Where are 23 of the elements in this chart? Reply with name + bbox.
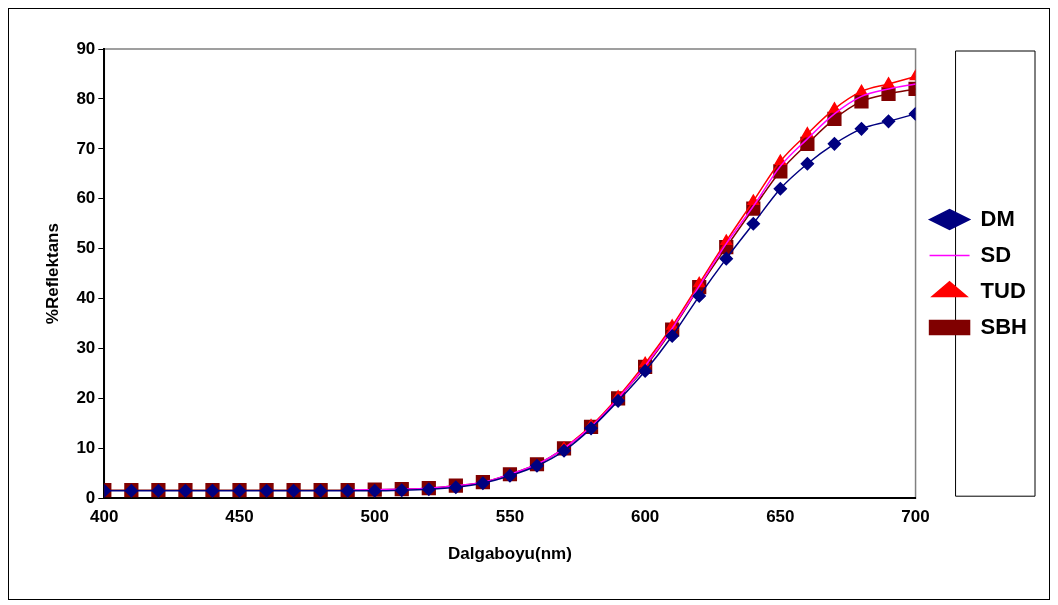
y-axis-title: %Reflektans	[42, 223, 62, 325]
y-tick-label: 20	[76, 388, 96, 408]
y-tick-label: 80	[76, 88, 96, 108]
legend-label: DM	[980, 205, 1015, 231]
x-tick-label: 450	[225, 507, 254, 527]
x-tick-label: 700	[901, 507, 930, 527]
y-tick-label: 40	[76, 288, 96, 308]
y-tick-label: 60	[76, 188, 96, 208]
legend-label: TUD	[980, 277, 1026, 303]
x-tick-label: 550	[495, 507, 525, 527]
y-tick-label: 70	[76, 138, 96, 158]
legend-label: SD	[980, 241, 1012, 267]
x-tick-label: 600	[630, 507, 660, 527]
x-axis-title: Dalgaboyu(nm)	[448, 544, 572, 564]
x-tick-label: 650	[766, 507, 795, 527]
legend-label: SBH	[980, 313, 1027, 339]
y-tick-label: 0	[85, 487, 96, 507]
y-tick-label: 30	[76, 338, 96, 358]
x-tick-label: 400	[90, 507, 119, 527]
y-tick-label: 50	[76, 238, 96, 258]
y-tick-label: 10	[76, 437, 96, 457]
y-tick-label: 90	[76, 38, 96, 58]
x-tick-label: 500	[360, 507, 389, 527]
